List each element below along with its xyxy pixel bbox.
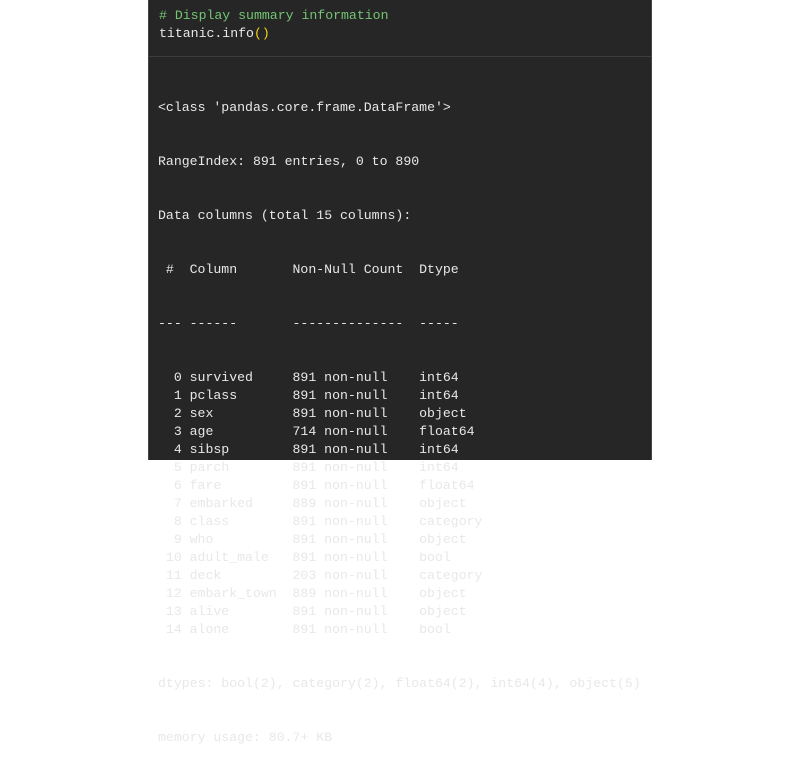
- row-column: fare: [189, 478, 222, 493]
- row-count: 891 non-null: [292, 460, 388, 475]
- row-dtype: float64: [419, 424, 475, 439]
- row-index: 7: [173, 496, 182, 511]
- row-dtype: object: [419, 532, 467, 547]
- row-column: class: [189, 514, 230, 529]
- range-index-line: RangeIndex: 891 entries, 0 to 890: [158, 154, 420, 169]
- row-dtype: bool: [419, 550, 451, 565]
- row-index: 4: [173, 442, 182, 457]
- row-index: 8: [173, 514, 182, 529]
- row-dtype: float64: [419, 478, 475, 493]
- data-columns-line: Data columns (total 15 columns):: [158, 208, 412, 223]
- row-count: 891 non-null: [292, 550, 388, 565]
- function-call: titanic.info: [159, 26, 254, 41]
- header-dtype: Dtype: [419, 262, 459, 277]
- row-index: 13: [165, 604, 182, 619]
- table-row: 8 class 891 non-null category: [158, 513, 641, 531]
- row-count: 889 non-null: [292, 586, 388, 601]
- row-count: 891 non-null: [292, 514, 388, 529]
- row-index: 9: [173, 532, 182, 547]
- row-count: 891 non-null: [292, 388, 388, 403]
- row-column: alive: [189, 604, 230, 619]
- row-dtype: object: [419, 586, 467, 601]
- divider-column: ------: [189, 316, 238, 331]
- code-call: titanic.info(): [159, 25, 389, 43]
- row-column: pclass: [189, 388, 238, 403]
- row-count: 889 non-null: [292, 496, 388, 511]
- code-input[interactable]: # Display summary information titanic.inf…: [159, 7, 389, 43]
- divider-index: ---: [158, 316, 182, 331]
- row-count: 203 non-null: [292, 568, 388, 583]
- row-column: parch: [189, 460, 230, 475]
- table-row: 14 alone 891 non-null bool: [158, 621, 641, 639]
- table-header: # Column Non-Null Count Dtype: [158, 261, 641, 279]
- row-dtype: int64: [419, 460, 459, 475]
- row-column: sibsp: [189, 442, 230, 457]
- row-column: adult_male: [189, 550, 269, 565]
- table-row: 11 deck 203 non-null category: [158, 567, 641, 585]
- table-row: 7 embarked 889 non-null object: [158, 495, 641, 513]
- table-row: 6 fare 891 non-null float64: [158, 477, 641, 495]
- row-dtype: object: [419, 406, 467, 421]
- row-count: 891 non-null: [292, 604, 388, 619]
- code-comment: # Display summary information: [159, 8, 389, 23]
- divider-dtype: -----: [419, 316, 459, 331]
- row-index: 2: [173, 406, 182, 421]
- call-parens: (): [253, 26, 270, 41]
- row-count: 891 non-null: [292, 370, 388, 385]
- row-column: embark_town: [189, 586, 277, 601]
- row-column: survived: [189, 370, 253, 385]
- header-count: Non-Null Count: [292, 262, 404, 277]
- row-count: 714 non-null: [292, 424, 388, 439]
- row-index: 14: [165, 622, 182, 637]
- cell-output-divider: [149, 56, 651, 57]
- row-count: 891 non-null: [292, 478, 388, 493]
- row-index: 11: [165, 568, 182, 583]
- row-column: age: [189, 424, 214, 439]
- row-dtype: int64: [419, 442, 459, 457]
- row-index: 1: [173, 388, 182, 403]
- header-column: Column: [189, 262, 238, 277]
- notebook-cell: # Display summary information titanic.inf…: [148, 0, 652, 745]
- table-row: 2 sex 891 non-null object: [158, 405, 641, 423]
- table-row: 5 parch 891 non-null int64: [158, 459, 641, 477]
- table-rows: 0 survived 891 non-null int64 1 pclass 891 non…: [158, 369, 641, 639]
- row-dtype: object: [419, 496, 467, 511]
- row-dtype: category: [419, 514, 483, 529]
- row-column: sex: [189, 406, 214, 421]
- class-line: <class 'pandas.core.frame.DataFrame'>: [158, 100, 451, 115]
- table-row: 9 who 891 non-null object: [158, 531, 641, 549]
- row-index: 10: [165, 550, 182, 565]
- cell-output: <class 'pandas.core.frame.DataFrame'> Ra…: [158, 63, 641, 783]
- dtypes-line: dtypes: bool(2), category(2), float64(2)…: [158, 676, 641, 691]
- row-dtype: object: [419, 604, 467, 619]
- row-dtype: int64: [419, 388, 459, 403]
- row-count: 891 non-null: [292, 622, 388, 637]
- table-divider: --- ------ -------------- -----: [158, 315, 641, 333]
- row-column: embarked: [189, 496, 253, 511]
- table-row: 12 embark_town 889 non-null object: [158, 585, 641, 603]
- table-row: 0 survived 891 non-null int64: [158, 369, 641, 387]
- row-dtype: category: [419, 568, 483, 583]
- memory-line: memory usage: 80.7+ KB: [158, 730, 333, 745]
- table-row: 3 age 714 non-null float64: [158, 423, 641, 441]
- table-row: 10 adult_male 891 non-null bool: [158, 549, 641, 567]
- row-column: alone: [189, 622, 230, 637]
- row-count: 891 non-null: [292, 406, 388, 421]
- divider-count: --------------: [292, 316, 404, 331]
- row-index: 0: [173, 370, 182, 385]
- table-row: 1 pclass 891 non-null int64: [158, 387, 641, 405]
- row-count: 891 non-null: [292, 442, 388, 457]
- row-index: 6: [173, 478, 182, 493]
- row-dtype: int64: [419, 370, 459, 385]
- row-index: 3: [173, 424, 182, 439]
- header-index: #: [165, 262, 174, 277]
- table-row: 13 alive 891 non-null object: [158, 603, 641, 621]
- table-row: 4 sibsp 891 non-null int64: [158, 441, 641, 459]
- row-count: 891 non-null: [292, 532, 388, 547]
- row-column: who: [189, 532, 214, 547]
- row-dtype: bool: [419, 622, 451, 637]
- row-index: 12: [165, 586, 182, 601]
- row-column: deck: [189, 568, 222, 583]
- row-index: 5: [173, 460, 182, 475]
